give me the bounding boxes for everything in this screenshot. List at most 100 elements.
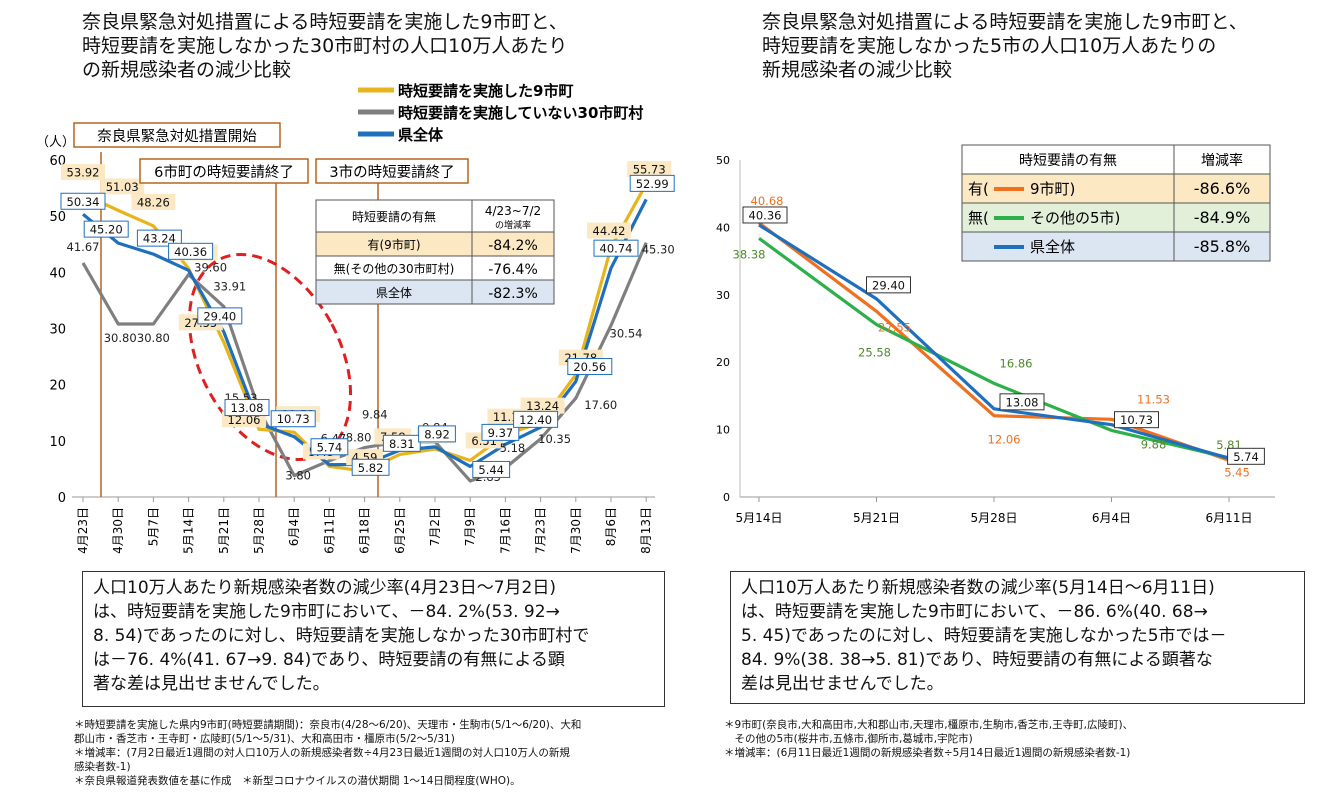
left-x-tick-5月7日: 5月7日 [146, 507, 160, 546]
left-y-tick-40: 40 [49, 266, 66, 281]
left-label-s2-8: 5.82 [358, 461, 384, 475]
left-label-s0-16: 55.73 [633, 162, 666, 176]
left-label-s0-0-box [61, 164, 105, 181]
right-table-cell-a3 [961, 231, 1175, 262]
left-legend-label-2: 県全体 [398, 126, 444, 144]
right-y-tick-10: 10 [716, 424, 730, 437]
left-label-s2-5: 13.08 [231, 401, 264, 415]
right-label-s2-2: 13.08 [1006, 395, 1039, 409]
left-table-header-col2-line2: の増減率 [495, 219, 531, 231]
right-table-row-name-1: その他の5市) [1030, 209, 1120, 227]
left-y-tick-0: 0 [58, 491, 66, 506]
right-note-1: ＊9市町(奈良市,大和高田市,大和郡山市,天理市,橿原市,生駒市,香芝市,王寺町… [724, 719, 1134, 731]
right-label-s0-4: 5.45 [1224, 465, 1250, 479]
left-label-s0-16-box [627, 160, 672, 177]
left-label-s1-15: 30.54 [610, 326, 643, 340]
right-note-3: ＊増減率：(6月11日最近1週間の新規感染者数÷5月14日最近1週間の新規感染者… [724, 747, 1131, 759]
right-chart-title: 奈良県緊急対処措置による時短要請を実施した9市町と、 時短要請を実施しなかった5… [762, 10, 1248, 82]
right-x-tick-6月11日: 6月11日 [1206, 511, 1253, 525]
left-label-s1-14: 17.60 [584, 398, 617, 412]
left-label-s2-4: 29.40 [203, 309, 236, 323]
left-highlight-ellipse [187, 252, 353, 462]
left-label-s2-1-box [83, 220, 129, 238]
left-label-s2-15: 40.74 [600, 242, 633, 256]
left-label-s1-0: 41.67 [67, 240, 100, 254]
right-x-tick-5月21日: 5月21日 [853, 511, 900, 525]
left-table-cell-b3 [471, 279, 555, 305]
left-annotation-end6-box [139, 158, 309, 184]
left-label-s2-6-box [270, 410, 316, 428]
left-label-s1-8: 8.80 [346, 431, 372, 445]
left-table-row-label-1: 無(その他の30市町村) [334, 261, 455, 276]
left-label-s2-13-box [513, 410, 559, 428]
left-label-s2-10-box [418, 425, 456, 443]
left-x-tick-7月23日: 7月23日 [534, 507, 548, 554]
left-label-s2-12: 9.37 [488, 426, 514, 440]
right-label-s0-2: 12.06 [988, 433, 1021, 447]
right-title-line-2: 時短要請を実施しなかった5市の人口10万人あたりの [762, 35, 1217, 57]
left-x-tick-5月14日: 5月14日 [182, 507, 196, 554]
left-label-s2-6: 10.73 [277, 412, 310, 426]
right-label-s2-0-box [742, 206, 788, 224]
left-y-tick-50: 50 [49, 210, 66, 225]
right-label-s1-3: 9.88 [1141, 437, 1167, 451]
left-x-tick-4月23日: 4月23日 [76, 507, 90, 554]
right-label-s0-1: 27.55 [878, 320, 911, 334]
left-x-tick-8月13日: 8月13日 [639, 507, 653, 554]
left-x-tick-7月2日: 7月2日 [428, 507, 442, 546]
left-legend-label-0: 時短要請を実施した9市町 [398, 82, 573, 100]
left-label-s2-14: 20.56 [573, 360, 606, 374]
right-label-s0-3: 11.53 [1137, 392, 1170, 406]
right-table-row-name-0: 9市町) [1030, 180, 1075, 198]
right-label-s2-4-box [1227, 447, 1265, 465]
right-table-row-name-2: 県全体 [1030, 238, 1075, 256]
right-label-s2-0: 40.36 [749, 208, 782, 222]
left-label-s2-16: 52.99 [636, 177, 669, 191]
right-label-s1-2: 16.86 [1000, 356, 1033, 370]
right-x-tick-6月4日: 6月4日 [1092, 511, 1131, 525]
left-table-cell-b1 [471, 231, 555, 257]
right-y-tick-0: 0 [723, 491, 730, 504]
left-x-tick-5月21日: 5月21日 [217, 507, 231, 554]
right-summary-box: 人口10万人あたり新規感染者数の減少率(5月14日～6月11日) は、時短要請を… [730, 571, 1305, 704]
right-table-cell-b0 [1173, 144, 1271, 175]
left-annotation-end3: 3市の時短要請終了 [329, 164, 454, 181]
left-label-s1-6: 3.80 [285, 469, 311, 483]
left-footnotes: ＊時短要請を実施した県内9市町(時短要請期間)：奈良市(4/28～6/20)、天… [74, 718, 581, 788]
left-x-tick-6月4日: 6月4日 [287, 507, 301, 546]
left-label-s1-3: 39.60 [194, 261, 227, 275]
right-label-s2-3-box [1114, 411, 1159, 429]
left-table-row-value-1: -76.4% [488, 262, 538, 278]
left-label-s2-2-box [136, 229, 182, 247]
right-table-header-col2: 増減率 [1201, 152, 1243, 169]
left-x-tick-6月25日: 6月25日 [393, 507, 407, 554]
right-summary-line-5: 差は見出せませんでした。 [741, 674, 944, 694]
left-label-s1-2: 30.80 [137, 331, 170, 345]
left-annotation-end3-box [315, 158, 469, 184]
left-label-s0-1: 51.03 [106, 180, 139, 194]
right-label-s2-4: 5.74 [1233, 450, 1259, 464]
left-x-tick-7月16日: 7月16日 [498, 507, 512, 554]
left-summary-line-1: 人口10万人あたり新規感染者数の減少率(4月23日～7月2日) [93, 578, 556, 598]
left-note-1: ＊時短要請を実施した県内9市町(時短要請期間)：奈良市(4/28～6/20)、天… [74, 719, 582, 731]
right-table-row-prefix-0: 有( [968, 180, 989, 198]
left-table-header-col1: 時短要請の有無 [352, 209, 436, 224]
left-note-4: 感染者数-1) [74, 761, 131, 773]
left-label-s2-8-box [351, 458, 390, 476]
left-label-s2-5-box [224, 399, 270, 417]
left-title-line-1: 奈良県緊急対処措置による時短要請を実施した9市町と、 [82, 11, 568, 33]
left-label-s0-13-box [520, 397, 565, 414]
right-table-row-value-1: -84.9% [1194, 208, 1251, 227]
left-summary-line-5: 著な差は見出せませんでした。 [93, 674, 330, 694]
right-label-s2-1-box [866, 276, 911, 294]
right-series-line-2 [758, 223, 1230, 460]
left-table-cell-b2 [471, 255, 555, 281]
right-title-line-1: 奈良県緊急対処措置による時短要請を実施した9市町と、 [762, 11, 1248, 33]
left-x-tick-4月30日: 4月30日 [111, 507, 125, 554]
right-label-s2-2-box [999, 393, 1045, 411]
